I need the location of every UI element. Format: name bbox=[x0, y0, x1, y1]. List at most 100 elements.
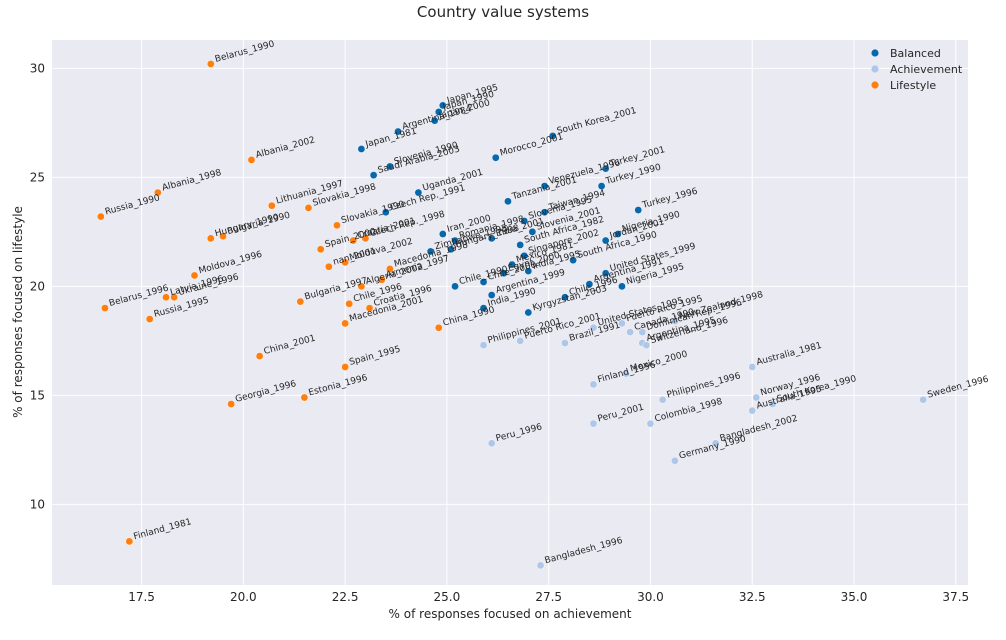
x-tick-label: 32.5 bbox=[739, 590, 766, 604]
data-point bbox=[341, 258, 349, 267]
data-point bbox=[638, 328, 647, 336]
data-point bbox=[170, 293, 178, 302]
data-point bbox=[561, 339, 569, 347]
data-point bbox=[447, 245, 455, 254]
data-point bbox=[190, 271, 199, 280]
y-tick-label: 20 bbox=[30, 279, 45, 293]
data-point bbox=[561, 293, 569, 302]
data-point bbox=[479, 304, 488, 312]
data-point bbox=[520, 217, 529, 225]
legend-label: Lifestyle bbox=[890, 79, 936, 92]
data-point bbox=[589, 323, 598, 332]
x-tick-label: 22.5 bbox=[332, 590, 359, 604]
data-point bbox=[540, 182, 549, 190]
x-tick-label: 35.0 bbox=[841, 590, 868, 604]
data-point bbox=[357, 145, 366, 153]
data-point bbox=[642, 341, 651, 350]
y-tick-labels: 10 15 20 25 30 bbox=[30, 61, 45, 511]
data-point bbox=[479, 341, 488, 350]
data-point bbox=[394, 127, 402, 136]
data-point bbox=[434, 323, 443, 332]
legend-marker bbox=[871, 81, 879, 89]
data-point bbox=[219, 232, 227, 240]
data-point bbox=[569, 256, 577, 264]
legend-label: Achievement bbox=[890, 63, 963, 76]
data-point bbox=[479, 278, 488, 286]
data-point bbox=[768, 400, 777, 408]
x-axis-label: % of responses focused on achievement bbox=[389, 607, 632, 621]
data-point bbox=[622, 369, 630, 378]
data-point bbox=[414, 188, 423, 197]
data-point bbox=[548, 132, 557, 140]
data-point bbox=[601, 164, 610, 173]
data-points bbox=[97, 60, 928, 570]
data-point bbox=[536, 561, 545, 570]
x-tick-label: 30.0 bbox=[637, 590, 664, 604]
data-point bbox=[386, 265, 394, 273]
data-point bbox=[345, 299, 353, 308]
data-point bbox=[304, 204, 313, 212]
x-tick-label: 17.5 bbox=[128, 590, 155, 604]
legend: Balanced Achievement Lifestyle bbox=[871, 47, 963, 92]
legend-label: Balanced bbox=[890, 47, 941, 60]
data-point bbox=[487, 439, 496, 448]
data-point bbox=[316, 245, 325, 254]
data-point bbox=[125, 537, 134, 546]
data-point bbox=[386, 162, 394, 171]
data-point bbox=[426, 247, 435, 256]
data-point bbox=[671, 456, 679, 465]
data-point bbox=[500, 269, 508, 278]
data-point bbox=[369, 171, 378, 179]
legend-marker bbox=[871, 65, 879, 73]
data-point bbox=[377, 275, 386, 284]
data-point bbox=[206, 60, 215, 68]
data-point bbox=[618, 282, 626, 291]
data-point bbox=[255, 352, 264, 360]
x-tick-labels: 17.5 20.0 22.5 25.0 27.5 30.0 32.5 35.0 37.5 bbox=[128, 590, 969, 604]
data-point bbox=[504, 197, 512, 206]
x-tick-label: 20.0 bbox=[230, 590, 257, 604]
data-point bbox=[97, 212, 105, 221]
data-point bbox=[601, 269, 610, 278]
data-point bbox=[601, 236, 610, 245]
data-point bbox=[589, 419, 598, 428]
data-point bbox=[361, 234, 370, 243]
data-point bbox=[325, 262, 333, 271]
y-tick-label: 10 bbox=[30, 497, 45, 511]
x-tick-label: 27.5 bbox=[535, 590, 562, 604]
chart-title: Country value systems bbox=[417, 3, 589, 21]
data-point bbox=[711, 439, 720, 448]
data-point bbox=[540, 208, 549, 217]
data-point bbox=[430, 116, 439, 125]
data-point bbox=[516, 241, 524, 249]
data-point bbox=[618, 319, 626, 328]
data-point bbox=[451, 236, 459, 245]
legend-marker bbox=[871, 49, 879, 57]
data-point bbox=[439, 230, 447, 238]
y-tick-label: 25 bbox=[30, 170, 45, 184]
data-point bbox=[748, 363, 757, 371]
data-point bbox=[585, 280, 594, 288]
data-point bbox=[671, 317, 679, 326]
data-point bbox=[658, 395, 667, 404]
data-point bbox=[341, 319, 349, 328]
data-point bbox=[524, 308, 533, 317]
data-point bbox=[268, 201, 276, 210]
data-point bbox=[614, 230, 622, 238]
plot-background bbox=[52, 40, 968, 585]
data-point bbox=[382, 208, 390, 217]
data-point bbox=[333, 221, 341, 230]
data-point bbox=[597, 182, 606, 190]
y-tick-label: 30 bbox=[30, 61, 45, 75]
data-point bbox=[227, 400, 235, 408]
data-point bbox=[300, 393, 309, 402]
y-tick-label: 15 bbox=[30, 388, 45, 402]
data-point bbox=[357, 282, 366, 291]
data-point bbox=[341, 363, 349, 371]
y-axis-label: % of responses focused on lifestyle bbox=[11, 206, 25, 418]
x-tick-label: 37.5 bbox=[942, 590, 969, 604]
data-point bbox=[101, 304, 109, 312]
data-point bbox=[349, 236, 358, 245]
data-point bbox=[439, 101, 447, 110]
grid-lines bbox=[52, 40, 968, 585]
